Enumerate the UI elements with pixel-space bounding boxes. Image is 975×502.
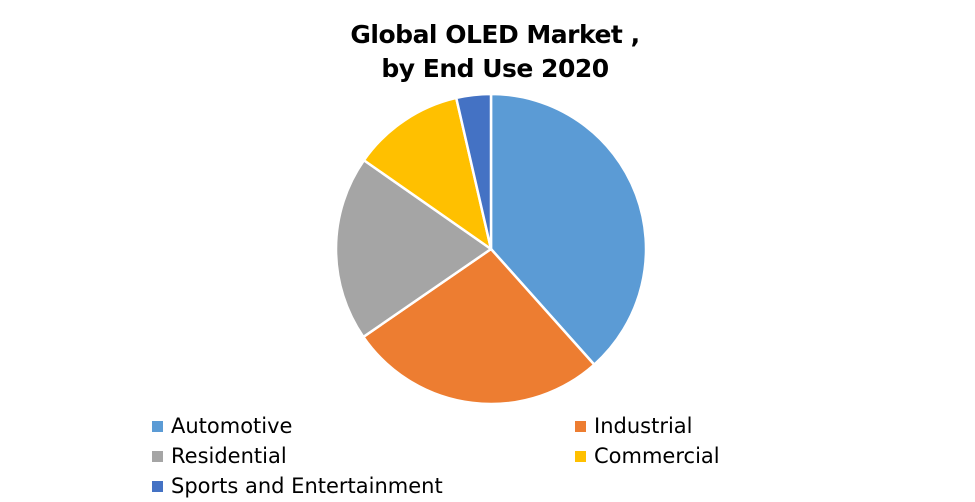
pie-slice-commercial [362, 96, 493, 251]
legend-label: Automotive [171, 414, 293, 438]
chart-title-line-2: by End Use 2020 [381, 54, 609, 83]
legend-label: Residential [171, 444, 287, 468]
legend-swatch [152, 450, 163, 462]
pie-slice-industrial [362, 247, 596, 406]
legend-item-sports-and-entertainment: Sports and Entertainment [152, 474, 443, 498]
legend-swatch [152, 480, 163, 492]
legend-label: Industrial [594, 414, 693, 438]
chart-title-line-1: Global OLED Market , [350, 20, 640, 49]
legend-swatch [575, 450, 586, 462]
legend-item-commercial: Commercial [575, 444, 720, 468]
legend-label: Commercial [594, 444, 720, 468]
pie-slice-automotive [489, 92, 648, 366]
legend-item-industrial: Industrial [575, 414, 693, 438]
legend-item-residential: Residential [152, 444, 287, 468]
chart-title: Global OLED Market , by End Use 2020 [0, 18, 975, 86]
legend-swatch [152, 420, 163, 432]
pie-slice-residential [334, 159, 493, 339]
legend-item-automotive: Automotive [152, 414, 292, 438]
legend-label: Sports and Entertainment [171, 474, 443, 498]
pie-slice-sports-and-entertainment [454, 92, 493, 251]
legend-swatch [575, 420, 586, 432]
